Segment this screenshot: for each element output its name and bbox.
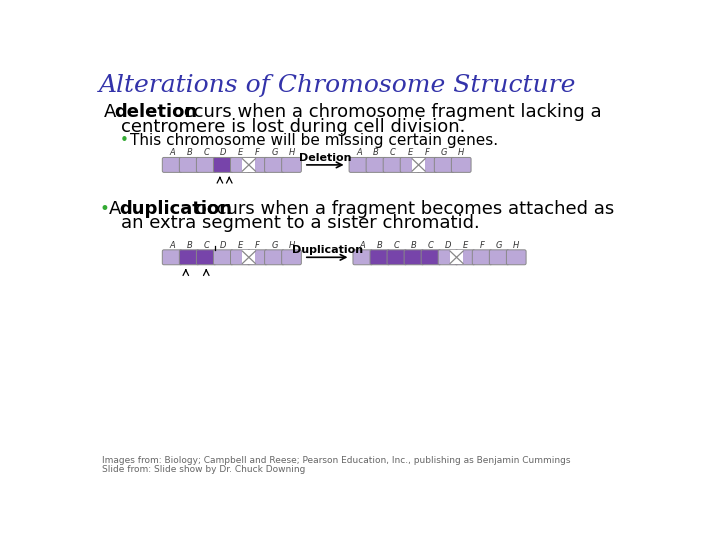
Text: This chromosome will be missing certain genes.: This chromosome will be missing certain … (130, 133, 498, 148)
FancyBboxPatch shape (421, 250, 441, 265)
FancyBboxPatch shape (197, 158, 216, 172)
FancyBboxPatch shape (230, 250, 250, 265)
FancyBboxPatch shape (366, 158, 386, 172)
Text: an extra segment to a sister chromatid.: an extra segment to a sister chromatid. (121, 214, 480, 232)
Text: centromere is lost during cell division.: centromere is lost during cell division. (121, 118, 465, 136)
Text: •: • (120, 133, 128, 148)
Text: F: F (255, 241, 260, 249)
Text: G: G (271, 148, 278, 157)
FancyBboxPatch shape (213, 250, 233, 265)
Text: A: A (169, 148, 175, 157)
FancyBboxPatch shape (438, 250, 458, 265)
Text: occurs when a chromosome fragment lacking a: occurs when a chromosome fragment lackin… (167, 103, 601, 122)
FancyBboxPatch shape (282, 158, 302, 172)
Text: A: A (360, 241, 366, 249)
FancyBboxPatch shape (230, 158, 250, 172)
FancyBboxPatch shape (265, 158, 284, 172)
Text: F: F (255, 148, 260, 157)
Text: G: G (441, 148, 447, 157)
FancyBboxPatch shape (265, 250, 284, 265)
FancyBboxPatch shape (349, 158, 369, 172)
Text: •: • (99, 200, 109, 218)
Text: B: B (186, 148, 192, 157)
Text: Deletion: Deletion (299, 153, 351, 163)
Text: Alterations of Chromosome Structure: Alterations of Chromosome Structure (99, 74, 577, 97)
FancyBboxPatch shape (248, 250, 267, 265)
Text: E: E (408, 148, 413, 157)
Text: H: H (289, 241, 294, 249)
FancyBboxPatch shape (162, 250, 182, 265)
FancyBboxPatch shape (387, 250, 407, 265)
Text: duplication: duplication (120, 200, 233, 218)
Polygon shape (243, 251, 256, 264)
Text: A: A (104, 103, 122, 122)
Text: Images from: Biology; Campbell and Reese; Pearson Education, Inc., publishing as: Images from: Biology; Campbell and Reese… (102, 456, 570, 465)
Text: D: D (220, 148, 227, 157)
Text: H: H (458, 148, 464, 157)
FancyBboxPatch shape (472, 250, 492, 265)
Text: B: B (377, 241, 383, 249)
Text: C: C (394, 241, 400, 249)
Text: H: H (289, 148, 294, 157)
FancyBboxPatch shape (400, 158, 420, 172)
FancyBboxPatch shape (179, 250, 199, 265)
FancyBboxPatch shape (197, 250, 216, 265)
Text: D: D (445, 241, 451, 249)
FancyBboxPatch shape (383, 158, 403, 172)
Text: C: C (203, 148, 210, 157)
Text: A: A (109, 200, 127, 218)
Text: B: B (411, 241, 417, 249)
FancyBboxPatch shape (455, 250, 475, 265)
FancyBboxPatch shape (451, 158, 471, 172)
Text: A: A (356, 148, 362, 157)
Text: D: D (220, 241, 227, 249)
Text: E: E (238, 148, 243, 157)
FancyBboxPatch shape (370, 250, 390, 265)
Text: F: F (480, 241, 485, 249)
FancyBboxPatch shape (179, 158, 199, 172)
Text: G: G (496, 241, 503, 249)
Text: B: B (373, 148, 379, 157)
Text: B: B (186, 241, 192, 249)
Text: A: A (169, 241, 175, 249)
FancyBboxPatch shape (404, 250, 424, 265)
Text: H: H (513, 241, 519, 249)
Text: E: E (238, 241, 243, 249)
Text: F: F (425, 148, 430, 157)
Polygon shape (450, 251, 463, 264)
Text: deletion: deletion (114, 103, 197, 122)
Text: C: C (428, 241, 434, 249)
Text: occurs when a fragment becomes attached as: occurs when a fragment becomes attached … (190, 200, 614, 218)
FancyBboxPatch shape (506, 250, 526, 265)
FancyBboxPatch shape (418, 158, 437, 172)
Text: Slide from: Slide show by Dr. Chuck Downing: Slide from: Slide show by Dr. Chuck Down… (102, 465, 305, 474)
FancyBboxPatch shape (434, 158, 454, 172)
FancyBboxPatch shape (490, 250, 509, 265)
Polygon shape (412, 158, 425, 172)
Text: C: C (203, 241, 210, 249)
FancyBboxPatch shape (213, 158, 233, 172)
FancyBboxPatch shape (282, 250, 302, 265)
FancyBboxPatch shape (353, 250, 373, 265)
Text: E: E (462, 241, 468, 249)
Text: Duplication: Duplication (292, 245, 363, 255)
FancyBboxPatch shape (248, 158, 267, 172)
Text: G: G (271, 241, 278, 249)
FancyBboxPatch shape (162, 158, 182, 172)
Text: C: C (390, 148, 396, 157)
Polygon shape (243, 158, 256, 172)
